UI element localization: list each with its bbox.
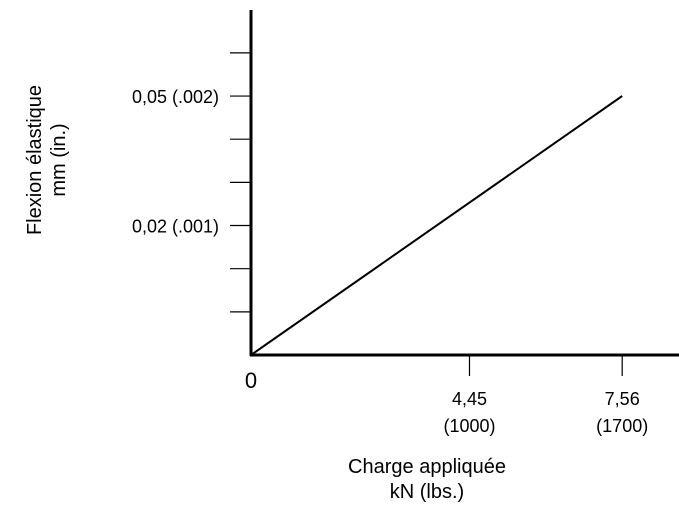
x-tick-sublabel: (1700) (596, 416, 648, 436)
x-tick-label: 7,56 (605, 389, 640, 409)
series-line (250, 95, 623, 356)
y-tick-label: 0,05 (.002) (132, 87, 219, 107)
x-axis-ticks: 4,45 (1000) 7,56 (1700) (443, 355, 648, 436)
x-axis-units: kN (lbs.) (390, 481, 464, 503)
origin-label: 0 (245, 368, 257, 393)
x-tick-label: 4,45 (452, 389, 487, 409)
axis-labels: 0 Charge appliquée kN (lbs.) Flexion éla… (24, 85, 506, 503)
series-layer (250, 95, 623, 356)
y-axis-ticks: 0,02 (.001) 0,05 (.002) (132, 52, 251, 313)
x-tick-sublabel: (1000) (443, 416, 495, 436)
y-tick-label: 0,02 (.001) (132, 217, 219, 237)
x-axis-title: Charge appliquée (348, 456, 506, 478)
y-axis-title: Flexion élastique (24, 85, 46, 235)
y-axis-units: mm (in.) (48, 123, 70, 196)
axes (249, 10, 679, 357)
